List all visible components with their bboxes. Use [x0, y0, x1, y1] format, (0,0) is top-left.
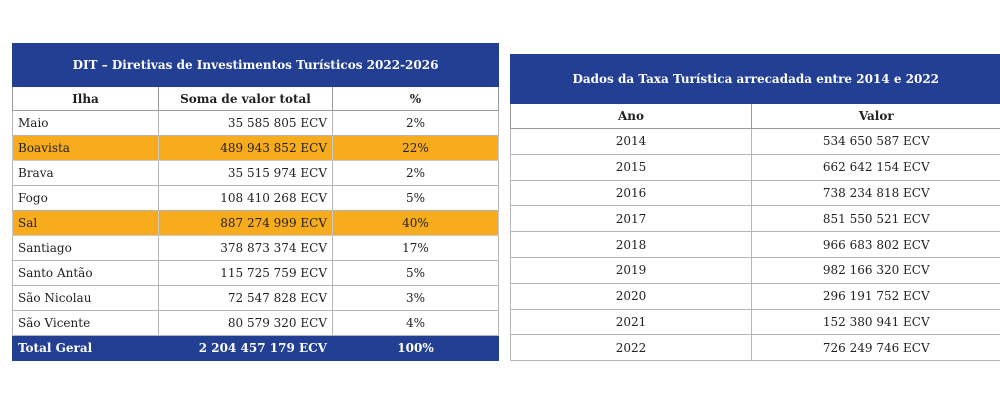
column-header-ano: Ano — [510, 103, 752, 129]
valor-cell: 152 380 941 ECV — [750, 308, 1000, 336]
ano-cell: 2019 — [510, 256, 752, 284]
ano-cell: 2018 — [510, 231, 752, 258]
column-header-valor: Valor — [750, 103, 1000, 129]
table-row: Fogo 108 410 268 ECV 5% — [12, 185, 499, 211]
total-row: Total Geral 2 204 457 179 ECV 100% — [12, 335, 499, 361]
percent-cell: 17% — [332, 235, 499, 261]
ano-cell: 2022 — [510, 334, 752, 362]
ano-cell: 2016 — [510, 179, 752, 207]
valor-cell: 378 873 374 ECV — [158, 235, 333, 261]
total-value: 2 204 457 179 ECV — [158, 335, 333, 361]
ano-cell: 2020 — [510, 282, 752, 310]
table-row: Santiago 378 873 374 ECV 17% — [12, 235, 499, 261]
valor-cell: 72 547 828 ECV — [158, 285, 333, 311]
percent-cell: 40% — [332, 210, 499, 236]
valor-cell: 662 642 154 ECV — [750, 153, 1000, 181]
table-row: 2019 982 166 320 ECV — [510, 256, 1000, 284]
table-row: 2022 726 249 746 ECV — [510, 334, 1000, 362]
ilha-cell: Sal — [12, 210, 159, 236]
table-row: 2015 662 642 154 ECV — [510, 153, 1000, 181]
percent-cell: 3% — [332, 285, 499, 311]
table-row: 2017 851 550 521 ECV — [510, 205, 1000, 233]
table-row: 2020 296 191 752 ECV — [510, 282, 1000, 310]
valor-cell: 35 515 974 ECV — [158, 160, 333, 186]
valor-cell: 35 585 805 ECV — [158, 110, 333, 136]
valor-cell: 887 274 999 ECV — [158, 210, 333, 236]
percent-cell: 2% — [332, 160, 499, 186]
table-row: 2021 152 380 941 ECV — [510, 308, 1000, 336]
taxa-table: Dados da Taxa Turística arrecadada entre… — [509, 54, 1000, 362]
table-row: 2018 966 683 802 ECV — [510, 231, 1000, 258]
table-row: Santo Antão 115 725 759 ECV 5% — [12, 260, 499, 286]
table-row: São Vicente 80 579 320 ECV 4% — [12, 310, 499, 336]
valor-cell: 80 579 320 ECV — [158, 310, 333, 336]
table-row: Sal 887 274 999 ECV 40% — [12, 210, 499, 236]
valor-cell: 851 550 521 ECV — [750, 205, 1000, 233]
percent-cell: 5% — [332, 260, 499, 286]
percent-cell: 22% — [332, 135, 499, 161]
ilha-cell: Santiago — [12, 235, 159, 261]
table-row: 2014 534 650 587 ECV — [510, 128, 1000, 155]
ilha-cell: Fogo — [12, 185, 159, 211]
valor-cell: 738 234 818 ECV — [750, 179, 1000, 207]
percent-cell: 5% — [332, 185, 499, 211]
column-header-soma: Soma de valor total — [158, 86, 333, 111]
valor-cell: 115 725 759 ECV — [158, 260, 333, 286]
percent-cell: 2% — [332, 110, 499, 136]
ano-cell: 2014 — [510, 128, 752, 155]
ilha-cell: São Vicente — [12, 310, 159, 336]
table-row: Boavista 489 943 852 ECV 22% — [12, 135, 499, 161]
table-row: 2016 738 234 818 ECV — [510, 179, 1000, 207]
valor-cell: 108 410 268 ECV — [158, 185, 333, 211]
ano-cell: 2021 — [510, 308, 752, 336]
valor-cell: 726 249 746 ECV — [750, 334, 1000, 362]
valor-cell: 966 683 802 ECV — [750, 231, 1000, 258]
total-percent: 100% — [332, 335, 499, 361]
valor-cell: 296 191 752 ECV — [750, 282, 1000, 310]
column-header-percent: % — [332, 86, 499, 111]
ilha-cell: São Nicolau — [12, 285, 159, 311]
ilha-cell: Boavista — [12, 135, 159, 161]
percent-cell: 4% — [332, 310, 499, 336]
ilha-cell: Maio — [12, 110, 159, 136]
taxa-table-title: Dados da Taxa Turística arrecadada entre… — [509, 54, 1000, 104]
table-row: Brava 35 515 974 ECV 2% — [12, 160, 499, 186]
ilha-cell: Santo Antão — [12, 260, 159, 286]
column-header-ilha: Ilha — [12, 86, 159, 111]
ano-cell: 2015 — [510, 153, 752, 181]
dit-table-title: DIT – Diretivas de Investimentos Turísti… — [12, 43, 499, 87]
valor-cell: 489 943 852 ECV — [158, 135, 333, 161]
total-label: Total Geral — [12, 335, 159, 361]
dit-table: DIT – Diretivas de Investimentos Turísti… — [12, 43, 499, 361]
table-row: Maio 35 585 805 ECV 2% — [12, 110, 499, 136]
valor-cell: 982 166 320 ECV — [750, 256, 1000, 284]
ano-cell: 2017 — [510, 205, 752, 233]
valor-cell: 534 650 587 ECV — [750, 128, 1000, 155]
table-row: São Nicolau 72 547 828 ECV 3% — [12, 285, 499, 311]
ilha-cell: Brava — [12, 160, 159, 186]
